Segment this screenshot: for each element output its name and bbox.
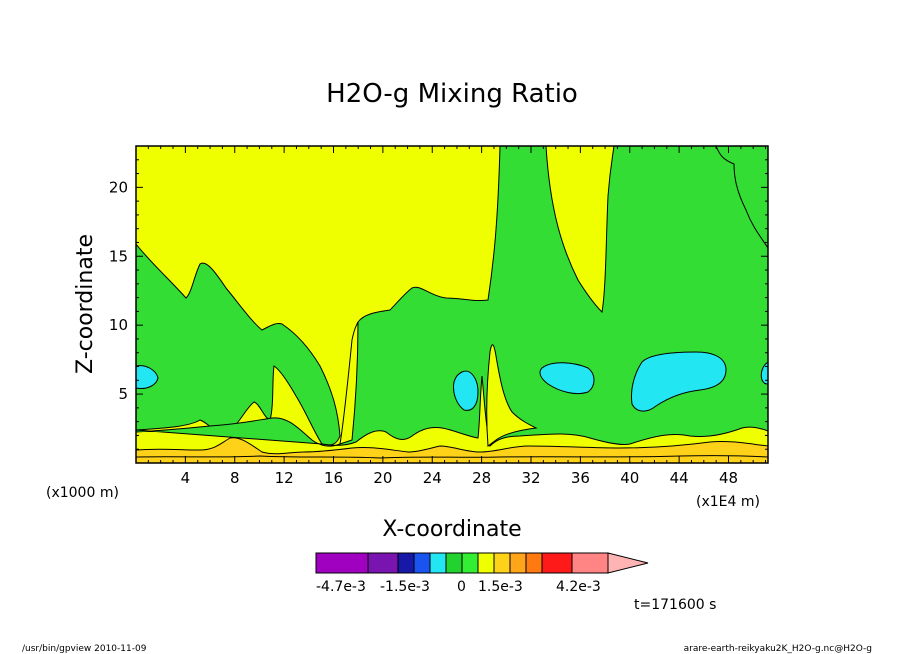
cyan-pocket-3 — [539, 362, 595, 395]
yellow-tongue-x16 — [339, 321, 359, 445]
x-tick-label: 16 — [324, 469, 343, 487]
cyan-pocket-5 — [760, 361, 768, 385]
colorbar-segment — [541, 552, 573, 574]
x-tick-label: 24 — [423, 469, 442, 487]
y-tick-label: 5 — [118, 385, 128, 403]
colorbar-segment — [509, 552, 527, 574]
x-tick-label: 8 — [230, 469, 240, 487]
y-tick-label: 20 — [109, 178, 128, 196]
x-tick-label: 48 — [719, 469, 738, 487]
footer-right: arare-earth-reikyaku2K_H2O-g.nc@H2O-g — [684, 644, 872, 654]
colorbar-label: 1.5e-3 — [478, 579, 523, 595]
colorbar-segment — [445, 552, 463, 574]
x-tick-label: 32 — [521, 469, 540, 487]
colorbar-segment — [493, 552, 511, 574]
y-tick-label: 15 — [109, 247, 128, 265]
chart-title: H2O-g Mixing Ratio — [326, 79, 578, 109]
time-label: t=171600 s — [634, 597, 716, 613]
plot-frame — [135, 145, 769, 464]
x-tick-label: 44 — [670, 469, 689, 487]
x-axis-label: X-coordinate — [382, 517, 521, 542]
cyan-pocket-4 — [631, 351, 727, 412]
cyan-pocket-1 — [136, 365, 159, 389]
colorbar-segment — [315, 552, 369, 574]
colorbar-segment — [525, 552, 543, 574]
colorbar-segment — [413, 552, 431, 574]
orange-band-inner-line — [136, 455, 768, 459]
colorbar-segment — [477, 552, 495, 574]
colorbar-segment — [367, 552, 399, 574]
cyan-pocket-2 — [453, 370, 479, 411]
y-axis: 5 10 15 20 — [109, 159, 768, 450]
x-tick-label: 36 — [571, 469, 590, 487]
x-tick-label: 28 — [472, 469, 491, 487]
x-axis: 4 8 12 16 20 24 28 32 36 40 44 48 — [147, 146, 767, 487]
y-tick-label: 10 — [109, 316, 128, 334]
x-tick-label: 4 — [181, 469, 191, 487]
colorbar-label: -4.7e-3 — [316, 579, 366, 595]
colorbar-segment — [429, 552, 447, 574]
y-axis-label: Z-coordinate — [73, 234, 98, 374]
x-tick-label: 20 — [373, 469, 392, 487]
x-tick-label: 40 — [620, 469, 639, 487]
colorbar-label: 0 — [457, 579, 466, 595]
x-tick-label: 12 — [275, 469, 294, 487]
x-unit-right: (x1E4 m) — [696, 494, 760, 510]
colorbar-label: -1.5e-3 — [380, 579, 430, 595]
footer-left: /usr/bin/gpview 2010-11-09 — [22, 644, 147, 654]
colorbar: -4.7e-3 -1.5e-3 0 1.5e-3 4.2e-3 — [315, 552, 649, 595]
colorbar-segment — [397, 552, 415, 574]
colorbar-segment — [461, 552, 479, 574]
contour-field — [136, 146, 768, 463]
colorbar-arrow — [607, 552, 649, 574]
colorbar-label: 4.2e-3 — [556, 579, 601, 595]
x-unit-left: (x1000 m) — [46, 485, 119, 501]
colorbar-segment — [571, 552, 609, 574]
yellow-tongue-x29 — [486, 344, 538, 447]
